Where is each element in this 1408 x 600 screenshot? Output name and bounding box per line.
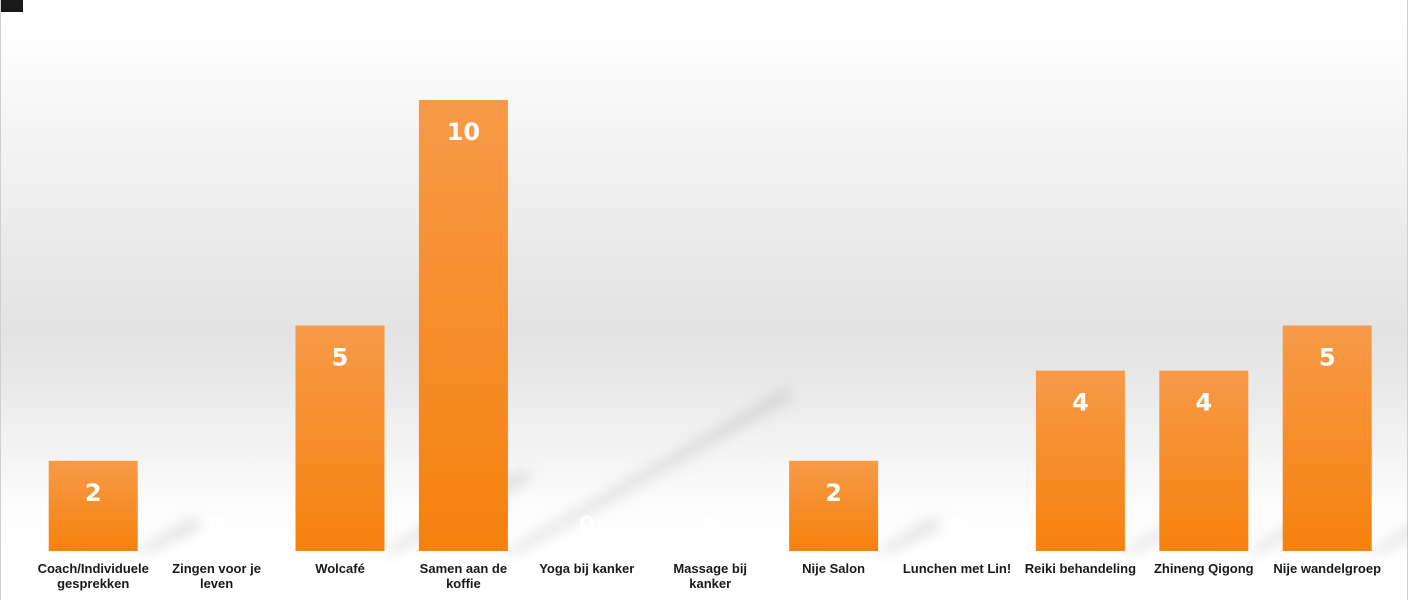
bar-shadow bbox=[48, 518, 200, 552]
category-label: Massage bij bbox=[673, 561, 747, 576]
bar-shadow bbox=[295, 469, 531, 552]
category-label: Reiki behandeling bbox=[1025, 561, 1136, 576]
bar-value-label: 0 bbox=[702, 511, 719, 539]
chart-title-fragment bbox=[1, 0, 23, 12]
category-label: Yoga bij kanker bbox=[539, 561, 634, 576]
category-label: Zhineng Qigong bbox=[1154, 561, 1254, 576]
category-label: Lunchen met Lin! bbox=[903, 561, 1011, 576]
bar-value-label: 2 bbox=[85, 479, 102, 507]
category-label: gesprekken bbox=[57, 576, 129, 591]
bar bbox=[1282, 325, 1372, 551]
bar-value-label: 5 bbox=[1319, 344, 1336, 372]
bar-value-label: 4 bbox=[1195, 389, 1212, 417]
bar bbox=[1035, 370, 1125, 551]
category-label: leven bbox=[200, 576, 233, 591]
category-label: Wolcafé bbox=[315, 561, 365, 576]
bar bbox=[789, 460, 879, 551]
bar-shadows bbox=[48, 388, 1408, 552]
category-label: kanker bbox=[689, 576, 731, 591]
category-label: Nije wandelgroep bbox=[1273, 561, 1381, 576]
category-label: Samen aan de bbox=[420, 561, 507, 576]
category-label: Coach/Individuele bbox=[38, 561, 149, 576]
bar-value-label: 10 bbox=[447, 118, 480, 146]
bar bbox=[48, 460, 138, 551]
category-label: koffie bbox=[446, 576, 481, 591]
bar-value-label: 0 bbox=[208, 511, 225, 539]
bar bbox=[1159, 370, 1249, 551]
bars bbox=[48, 100, 1372, 551]
bar-value-label: 0 bbox=[949, 511, 966, 539]
bar bbox=[418, 100, 508, 551]
bar-value-label: 2 bbox=[825, 479, 842, 507]
value-labels: 2 0 5 10 0 0 2 0 4 4 5 bbox=[85, 118, 1336, 539]
category-label: Zingen voor je bbox=[172, 561, 261, 576]
bar-value-label: 5 bbox=[332, 344, 349, 372]
bar-value-label: 4 bbox=[1072, 389, 1089, 417]
category-label: Nije Salon bbox=[802, 561, 865, 576]
bar-shadow bbox=[789, 518, 941, 552]
bar bbox=[295, 325, 385, 551]
bar-value-label: 0 bbox=[578, 511, 595, 539]
